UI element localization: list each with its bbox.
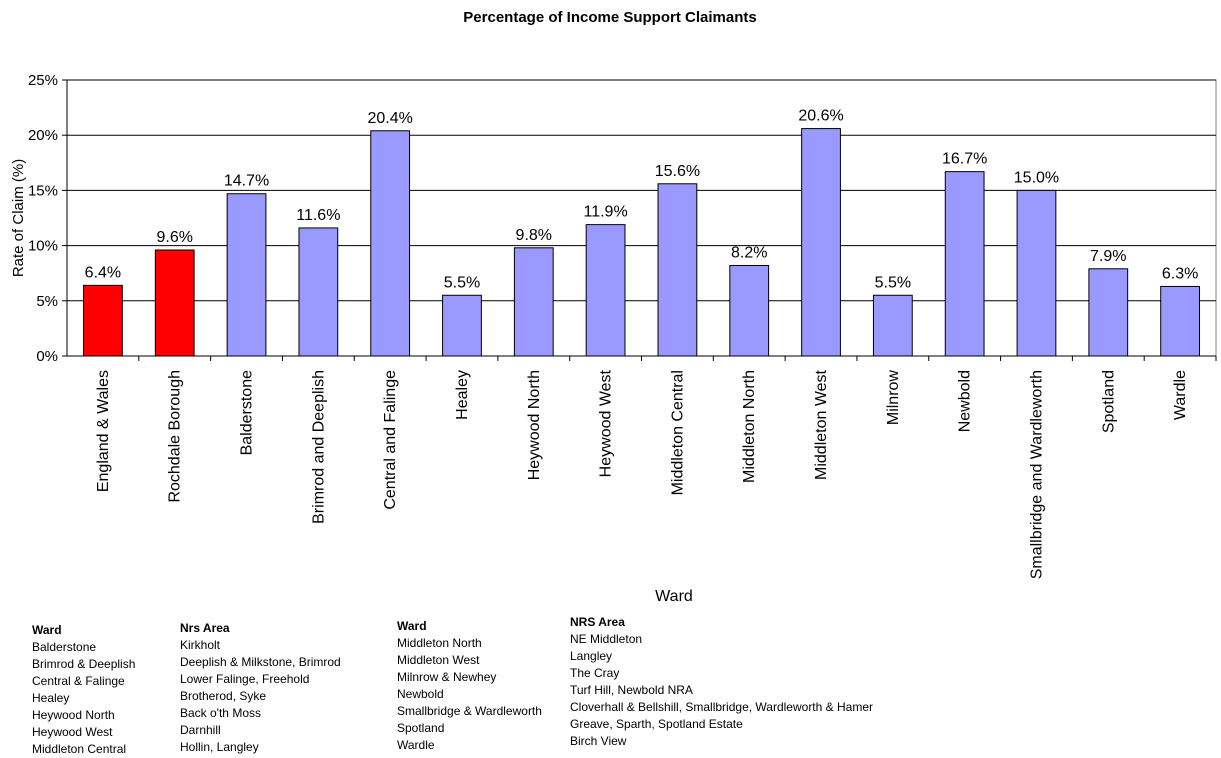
value-label: 5.5% xyxy=(875,274,911,291)
nrs-area-list-1: Nrs Area Kirkholt Deeplish & Milkstone, … xyxy=(180,620,341,756)
area-item: Darnhill xyxy=(180,723,221,737)
x-tick-label: Spotland xyxy=(1100,370,1117,433)
x-tick-label: Middleton West xyxy=(813,369,830,480)
x-tick-label: Healey xyxy=(454,370,471,420)
ward-item: Healey xyxy=(32,691,70,705)
ward-item: Middleton Central xyxy=(32,742,127,756)
ward-item: Milnrow & Newhey xyxy=(397,670,497,684)
area-item: Brotherod, Syke xyxy=(180,689,267,703)
ward-list-2: Ward Middleton North Middleton West Miln… xyxy=(397,618,542,754)
x-tick-label: Middleton North xyxy=(741,370,758,483)
bar xyxy=(872,294,913,357)
bar xyxy=(298,227,339,357)
x-tick-label: Smallbridge and Wardleworth xyxy=(1028,370,1045,579)
x-axis-label: Ward xyxy=(655,588,693,605)
bar xyxy=(83,284,123,357)
area-item: Turf Hill, Newbold NRA xyxy=(570,683,693,697)
bar xyxy=(801,128,841,357)
ward-item: Middleton North xyxy=(397,636,482,650)
area-item: The Cray xyxy=(570,666,620,680)
area-header-2: NRS Area xyxy=(570,615,625,629)
x-tick-label: Rochdale Borough xyxy=(167,370,184,503)
ward-item: Heywood North xyxy=(32,708,115,722)
value-label: 20.4% xyxy=(367,110,412,127)
bar xyxy=(944,171,985,357)
chart-title: Percentage of Income Support Claimants xyxy=(463,9,756,26)
y-tick-label: 25% xyxy=(28,72,58,89)
area-item: Kirkholt xyxy=(180,638,221,652)
area-item: Greave, Sparth, Spotland Estate xyxy=(570,717,743,731)
bar xyxy=(657,183,698,357)
value-label: 5.5% xyxy=(444,274,480,291)
value-label: 15.0% xyxy=(1014,169,1059,186)
y-tick-label: 10% xyxy=(28,238,58,255)
value-label: 11.6% xyxy=(296,207,340,224)
area-item: Cloverhall & Bellshill, Smallbridge, War… xyxy=(570,700,873,714)
area-item: Back o'th Moss xyxy=(180,706,261,720)
x-tick-label: Milnrow xyxy=(885,370,902,426)
ward-header-1: Ward xyxy=(32,623,62,637)
x-tick-label: Central and Falinge xyxy=(382,370,399,510)
x-tick-label: Heywood North xyxy=(526,370,543,480)
value-label: 7.9% xyxy=(1090,248,1126,265)
bar xyxy=(729,264,770,357)
bar xyxy=(1088,268,1129,357)
value-label: 6.3% xyxy=(1162,265,1198,282)
x-tick-label: Wardle xyxy=(1172,370,1189,420)
bar xyxy=(442,294,482,357)
value-label: 16.7% xyxy=(942,151,987,168)
nrs-area-list-2: NRS Area NE Middleton Langley The Cray T… xyxy=(570,614,873,750)
x-tick-label: Middleton Central xyxy=(669,370,686,495)
bar xyxy=(585,224,626,357)
value-label: 15.6% xyxy=(655,163,700,180)
ward-item: Smallbridge & Wardleworth xyxy=(397,704,542,718)
area-item: Birch View xyxy=(570,734,627,748)
value-label: 14.7% xyxy=(224,173,269,190)
value-label: 8.2% xyxy=(731,244,767,261)
area-item: Deeplish & Milkstone, Brimrod xyxy=(180,655,341,669)
tick-labels: 0% 5% 10% 15% 20% 25% England & Wales Rochdale … xyxy=(28,72,1189,579)
y-tick-label: 0% xyxy=(36,348,58,365)
ward-item: Newbold xyxy=(397,687,444,701)
value-label: 9.8% xyxy=(516,227,552,244)
area-item: NE Middleton xyxy=(570,632,643,646)
x-tick-label: England & Wales xyxy=(95,370,112,492)
value-label: 6.4% xyxy=(85,264,121,281)
ward-list-1: Ward Balderstone Brimrod & Deeplish Cent… xyxy=(32,622,135,758)
x-tick-label: Heywood West xyxy=(598,369,615,477)
area-header-1: Nrs Area xyxy=(180,621,230,635)
ward-item: Central & Falinge xyxy=(32,674,125,688)
bar xyxy=(513,247,554,357)
bars xyxy=(83,128,1200,357)
axes xyxy=(62,79,1217,361)
ward-header-2: Ward xyxy=(397,619,427,633)
value-label: 9.6% xyxy=(156,229,192,246)
value-label: 20.6% xyxy=(798,108,843,125)
value-label: 11.9% xyxy=(584,204,628,221)
ward-item: Brimrod & Deeplish xyxy=(32,657,136,671)
area-item: Langley xyxy=(570,649,613,663)
bar xyxy=(370,130,411,357)
value-labels: 6.4% 9.6% 14.7% 11.6% 20.4% 5.5% 9.8% 11.9% 15.6… xyxy=(85,108,1199,292)
y-tick-label: 5% xyxy=(36,293,58,310)
bar xyxy=(226,193,267,357)
ward-item: Spotland xyxy=(397,721,445,735)
ward-item: Balderstone xyxy=(32,640,97,654)
ward-item: Middleton West xyxy=(397,653,480,667)
y-axis-label: Rate of Claim (%) xyxy=(10,159,27,277)
x-tick-label: Balderstone xyxy=(239,370,256,455)
ward-item: Heywood West xyxy=(32,725,113,739)
bar xyxy=(154,249,195,357)
bar xyxy=(1016,189,1057,357)
y-tick-label: 15% xyxy=(28,182,58,199)
area-item: Hollin, Langley xyxy=(180,740,259,754)
y-tick-label: 20% xyxy=(28,127,58,144)
x-tick-label: Brimrod and Deeplish xyxy=(310,370,327,524)
ward-item: Wardle xyxy=(397,738,435,752)
x-tick-label: Newbold xyxy=(957,370,974,432)
bar xyxy=(1160,285,1200,357)
area-item: Lower Falinge, Freehold xyxy=(180,672,310,686)
